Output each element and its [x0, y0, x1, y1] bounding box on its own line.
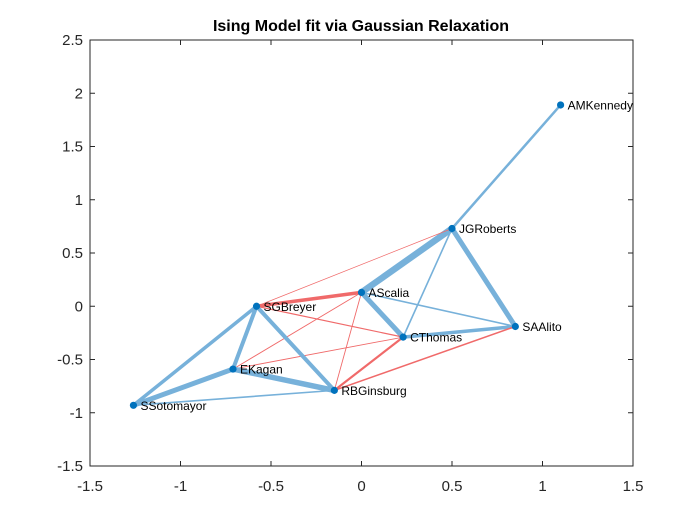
x-tick-label: -0.5	[258, 478, 284, 495]
node-ekagan	[229, 365, 237, 373]
y-tick-label: 1	[75, 192, 83, 209]
node-label: AScalia	[369, 286, 410, 300]
axes: -1.5 -1 -0.5 0 0.5 1 1.5 -1.5 -1 -0.5 0 0.5 1 1.5 2 2.5	[57, 32, 643, 495]
x-tick-label: 1.5	[623, 478, 644, 495]
nodes-layer: AMKennedy JGRoberts AScalia SGBreyer SAAlito…	[129, 98, 633, 413]
edge-ekagan-ssotomayor	[130, 366, 236, 408]
y-tick-label: 0	[75, 298, 83, 315]
x-tick-label: -1	[174, 478, 187, 495]
edge-jgroberts-cthomas	[402, 227, 453, 338]
node-label: CThomas	[410, 331, 462, 345]
node-ssotomayor	[129, 401, 138, 409]
node-rbginsburg	[330, 386, 338, 394]
edge-jgroberts-saalito	[449, 226, 518, 329]
node-saalito	[511, 322, 519, 331]
edge-cthomas-sgbreyer	[255, 305, 404, 338]
node-amkennedy	[557, 101, 565, 109]
node-label: AMKennedy	[568, 98, 633, 112]
y-tick-label: 0.5	[62, 245, 83, 262]
node-label: SSotomayor	[140, 399, 206, 413]
node-label: SGBreyer	[264, 300, 317, 314]
edge-ascalia-cthomas	[359, 289, 406, 340]
edge-sgbreyer-rbginsburg	[254, 304, 337, 393]
node-label: JGRoberts	[459, 222, 516, 236]
edge-cthomas-ekagan	[232, 336, 404, 370]
x-tick-label: 1	[538, 478, 546, 495]
y-tick-label: 2.5	[62, 32, 83, 49]
edge-ekagan-rbginsburg	[230, 366, 338, 394]
edge-cthomas-saalito	[401, 324, 518, 339]
y-tick-label: -1	[70, 405, 83, 422]
y-tick-label: 1.5	[62, 139, 83, 156]
x-tick-label: 0.5	[442, 478, 463, 495]
edge-ssotomayor-rbginsburg	[132, 389, 336, 407]
x-tick-label: 0	[357, 478, 365, 495]
node-cthomas	[399, 333, 407, 341]
x-tick-label: -1.5	[77, 478, 103, 495]
node-sgbreyer	[252, 302, 261, 310]
edge-jgroberts-sgbreyer	[256, 228, 453, 307]
edges-layer	[130, 103, 562, 408]
edge-ascalia-ekagan	[232, 291, 362, 370]
edge-ascalia-rbginsburg	[333, 291, 362, 391]
y-tick-label: -0.5	[57, 352, 83, 369]
node-jgroberts	[448, 224, 456, 233]
y-tick-label: 2	[75, 85, 83, 102]
edge-saalito-rbginsburg	[333, 325, 517, 392]
node-label: EKagan	[240, 363, 283, 377]
edge-cthomas-rbginsburg	[333, 336, 405, 392]
node-label: SAAlito	[522, 320, 562, 334]
edge-jgroberts-ascalia	[358, 225, 456, 296]
edge-ascalia-sgbreyer	[254, 290, 364, 308]
edge-sgbreyer-ssotomayor	[131, 304, 259, 408]
node-label: RBGinsburg	[341, 384, 406, 398]
edge-sgbreyer-ekagan	[230, 304, 259, 372]
node-ascalia	[357, 288, 366, 297]
edge-ascalia-saalito	[360, 291, 517, 328]
edge-amkennedy-jgroberts	[450, 103, 562, 230]
chart-title: Ising Model fit via Gaussian Relaxation	[213, 18, 509, 35]
y-tick-label: -1.5	[57, 458, 83, 475]
